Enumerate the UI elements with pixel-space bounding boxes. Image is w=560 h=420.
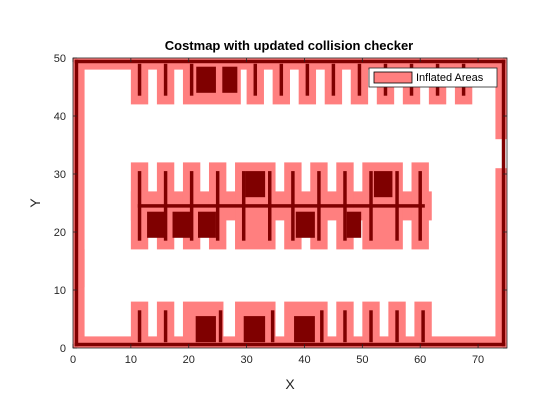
obstacle-region-38 <box>317 171 321 241</box>
obstacle-region-35 <box>241 171 246 241</box>
x-axis-label: X <box>285 376 295 392</box>
obstacle-region-2 <box>74 342 506 347</box>
inflated-region-4 <box>495 168 507 348</box>
obstacle-region-19 <box>243 316 266 343</box>
obstacle-region-26 <box>343 310 347 343</box>
obstacle-region-49 <box>373 171 393 198</box>
obstacle-region-31 <box>137 171 142 241</box>
y-tick-label-5: 50 <box>54 53 66 65</box>
obstacle-region-10 <box>279 63 284 96</box>
obstacle-region-27 <box>369 310 373 343</box>
obstacle-region-40 <box>369 171 373 241</box>
obstacle-region-9 <box>253 63 258 96</box>
chart-title: Costmap with updated collision checker <box>165 38 414 53</box>
obstacle-region-29 <box>421 310 425 343</box>
obstacle-region-28 <box>395 310 399 343</box>
x-tick-label-1: 10 <box>125 354 137 366</box>
obstacle-region-21 <box>137 310 142 343</box>
obstacle-region-4 <box>196 66 216 93</box>
inflated-region-1 <box>73 58 85 288</box>
legend-swatch-inflated <box>373 71 413 84</box>
x-tick-label-3: 30 <box>240 354 252 366</box>
obstacle-region-48 <box>346 211 362 238</box>
obstacle-region-25 <box>320 310 324 343</box>
obstacle-region-34 <box>215 171 220 241</box>
obstacle-region-22 <box>163 310 168 343</box>
axes-box <box>72 57 508 349</box>
y-tick-label-4: 40 <box>54 111 66 123</box>
obstacle-region-32 <box>163 171 168 241</box>
y-axis-label: Y <box>27 198 43 208</box>
obstacle-region-8 <box>189 63 194 96</box>
obstacle-region-37 <box>291 171 295 241</box>
y-tick-label-2: 20 <box>54 227 66 239</box>
obstacle-region-36 <box>268 171 272 241</box>
obstacle-region-24 <box>270 310 275 343</box>
obstacle-region-7 <box>163 63 168 96</box>
obstacle-region-39 <box>343 171 347 241</box>
x-tick-label-2: 20 <box>183 354 195 366</box>
x-tick-label-5: 50 <box>356 354 368 366</box>
obstacle-region-45 <box>197 211 216 238</box>
x-tick-label-4: 40 <box>298 354 310 366</box>
x-tick-label-7: 70 <box>472 354 484 366</box>
x-tick-label-6: 60 <box>414 354 426 366</box>
inflated-region-0 <box>73 249 85 348</box>
x-axis-ticks: 0 10 20 30 40 50 60 70 <box>70 58 484 366</box>
obstacle-region-42 <box>418 171 422 241</box>
x-tick-label-0: 0 <box>70 354 76 366</box>
obstacle-region-0 <box>74 59 79 347</box>
legend-label-inflated: Inflated Areas <box>416 72 484 84</box>
obstacle-region-43 <box>147 211 165 238</box>
obstacle-region-1 <box>74 59 506 64</box>
obstacle-region-41 <box>395 171 399 241</box>
obstacles-layer <box>74 59 506 347</box>
y-tick-label-1: 10 <box>54 285 66 297</box>
obstacle-region-23 <box>218 310 223 343</box>
obstacle-region-13 <box>357 63 362 96</box>
legend: Inflated Areas <box>368 67 498 88</box>
obstacle-region-46 <box>245 171 266 198</box>
obstacle-region-6 <box>137 63 142 96</box>
inflated-region-5 <box>495 58 507 140</box>
obstacle-region-11 <box>305 63 310 96</box>
obstacle-region-33 <box>189 171 194 241</box>
obstacle-region-30 <box>137 204 425 208</box>
obstacle-region-44 <box>172 211 191 238</box>
obstacle-region-12 <box>331 63 336 96</box>
y-tick-label-0: 0 <box>60 343 66 355</box>
y-tick-label-3: 30 <box>54 169 66 181</box>
y-axis-ticks: 0 10 20 30 40 50 <box>54 53 507 355</box>
obstacle-region-3 <box>501 59 506 347</box>
obstacle-region-47 <box>295 211 315 238</box>
obstacle-region-20 <box>294 316 315 343</box>
obstacle-region-5 <box>222 66 238 93</box>
obstacle-region-18 <box>195 316 216 343</box>
